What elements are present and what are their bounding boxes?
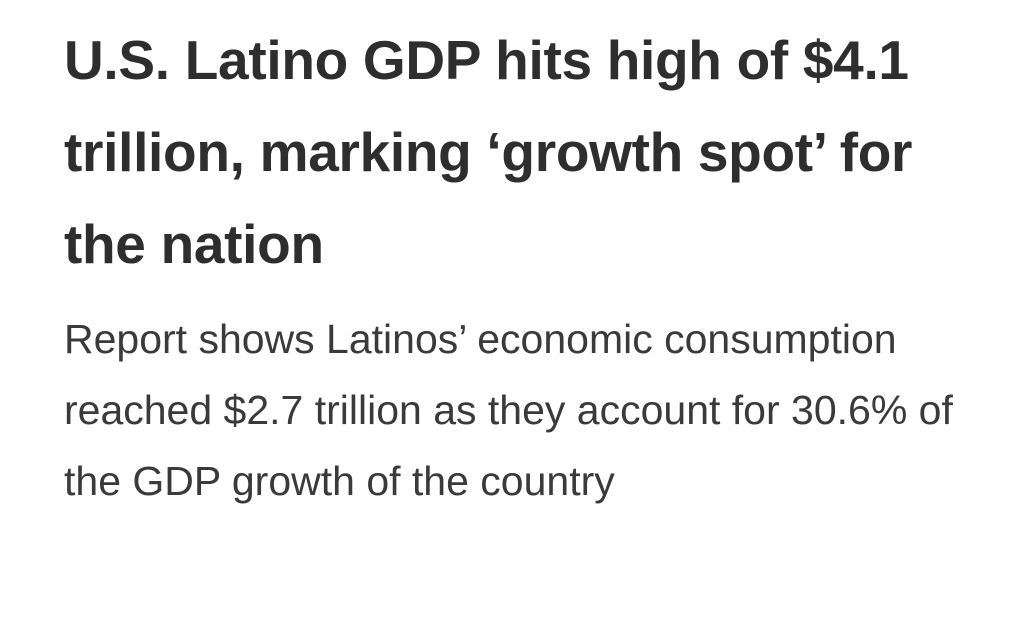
- article-subheadline: Report shows Latinos’ economic consumpti…: [64, 316, 953, 504]
- article-headline: U.S. Latino GDP hits high of $4.1 trilli…: [64, 29, 913, 275]
- article-header: U.S. Latino GDP hits high of $4.1 trilli…: [64, 14, 994, 517]
